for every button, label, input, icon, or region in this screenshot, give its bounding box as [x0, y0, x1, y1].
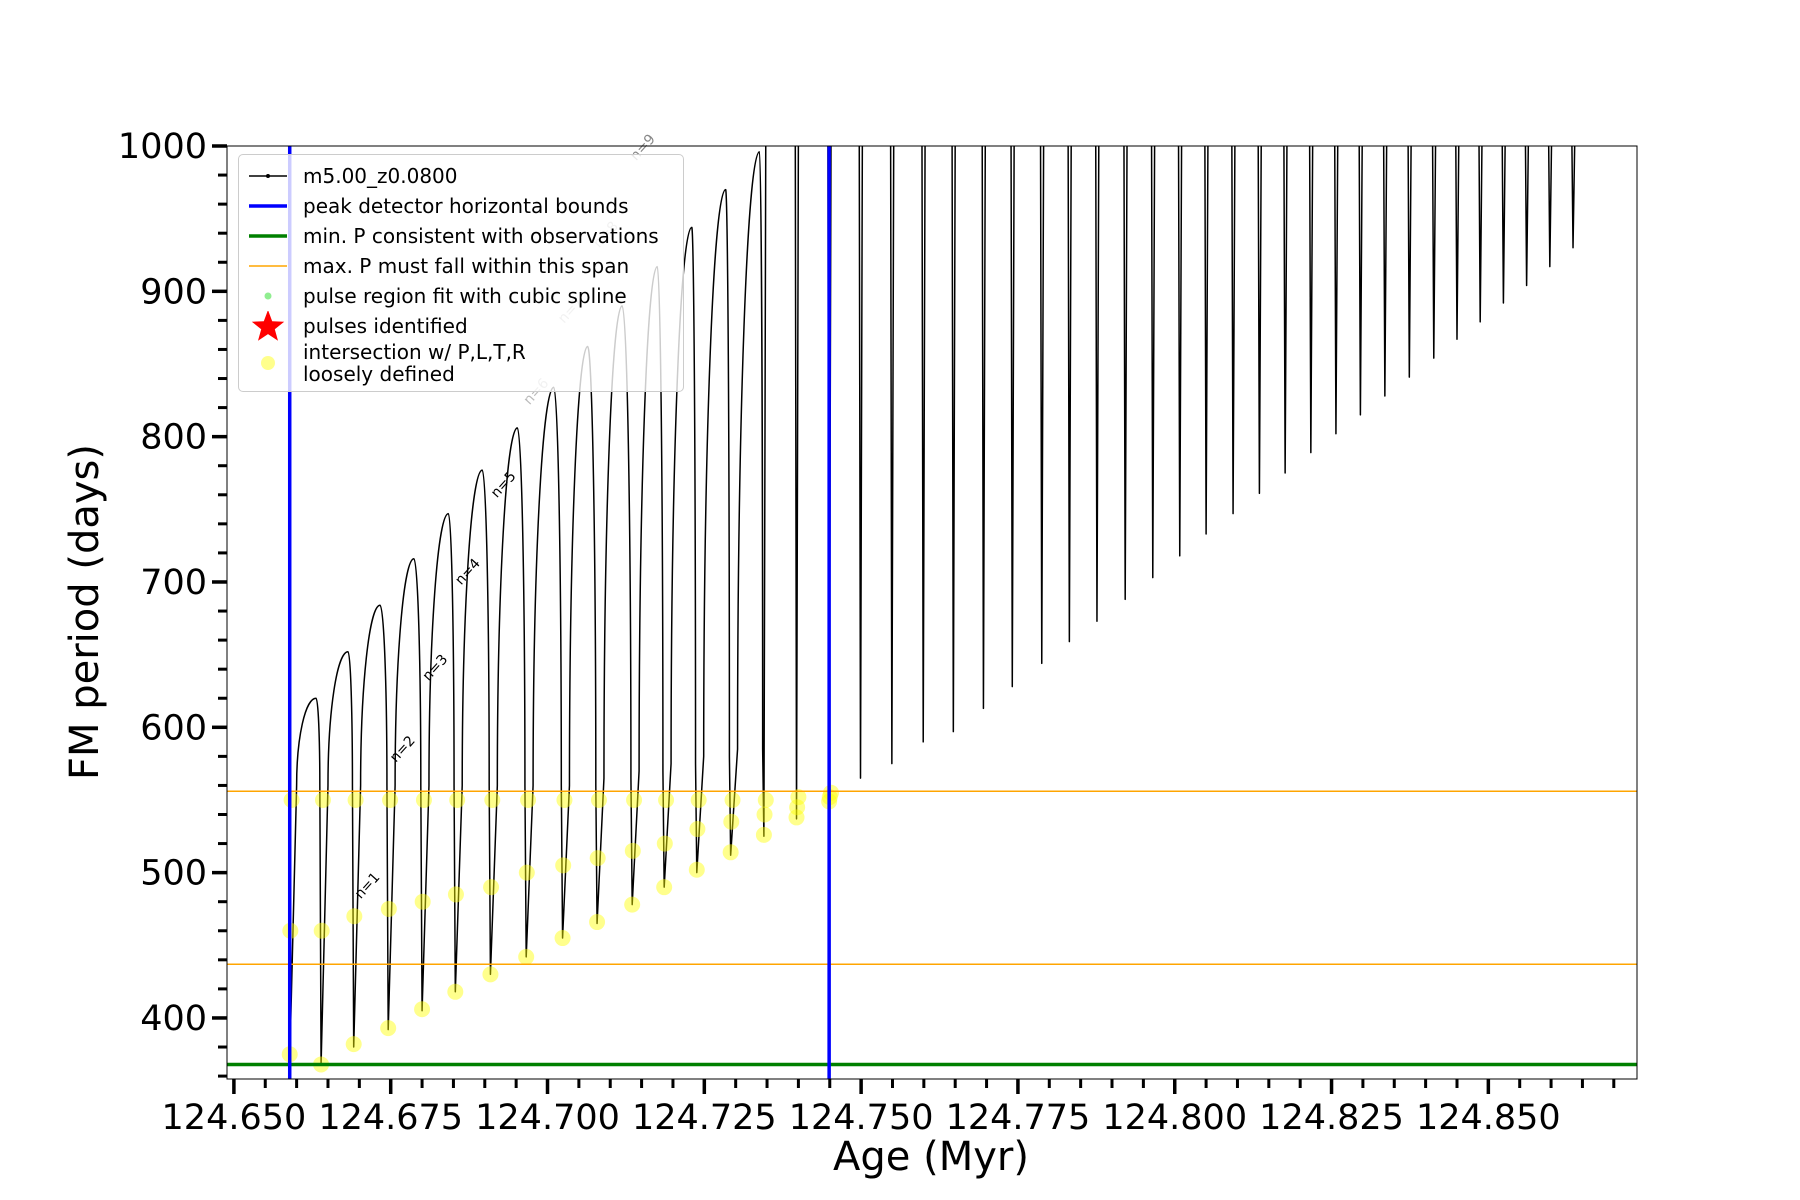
scatter-point: [415, 791, 432, 808]
legend-entry: intersection w/ P,L,T,R loosely defined: [245, 341, 679, 385]
y-tick-label: 400: [140, 999, 207, 1039]
scatter-point: [656, 835, 673, 852]
scatter-point: [723, 813, 740, 830]
legend-icon: [249, 234, 287, 238]
scatter-point: [345, 1036, 362, 1053]
legend-label: intersection w/ P,L,T,R loosely defined: [303, 340, 526, 386]
y-tick-label: 700: [140, 563, 207, 603]
scatter-point: [346, 908, 363, 925]
x-axis-label: Age (Myr): [833, 1134, 1029, 1180]
scatter-point: [313, 922, 330, 939]
scatter-point: [380, 1020, 397, 1037]
legend-label: peak detector horizontal bounds: [303, 194, 629, 218]
y-tick-label: 600: [140, 708, 207, 748]
scatter-point: [658, 791, 675, 808]
legend-entry: min. P consistent with observations: [245, 221, 679, 251]
scatter-point: [755, 826, 772, 843]
legend-entry: peak detector horizontal bounds: [245, 191, 679, 221]
x-tick-label: 124.825: [1259, 1098, 1404, 1138]
legend-label: min. P consistent with observations: [303, 224, 659, 248]
scatter-point: [656, 879, 673, 896]
legend-icon: [249, 174, 287, 178]
x-tick-label: 124.775: [946, 1098, 1091, 1138]
scatter-point: [520, 791, 537, 808]
legend-marker: [251, 311, 285, 341]
scatter-point: [484, 791, 501, 808]
scatter-point: [789, 799, 806, 816]
scatter-point: [823, 784, 840, 801]
annotation: n=3: [420, 652, 452, 685]
legend-marker: [261, 356, 275, 370]
scatter-point: [624, 896, 641, 913]
scatter-point: [414, 1001, 431, 1018]
scatter-point: [556, 791, 573, 808]
y-tick-label: 1000: [118, 127, 207, 167]
scatter-point: [626, 791, 643, 808]
scatter-point: [756, 806, 773, 823]
legend-icon: [251, 311, 285, 341]
scatter-point: [790, 789, 807, 806]
legend-entry: m5.00_z0.0800: [245, 161, 679, 191]
scatter-point: [314, 791, 331, 808]
legend-marker: [264, 292, 272, 300]
annotation: n=1: [352, 870, 384, 903]
legend-dot: [266, 174, 270, 178]
scatter-point: [518, 864, 535, 881]
scatter-point: [589, 914, 606, 931]
annotation: n=5: [488, 469, 520, 502]
scatter-point: [590, 791, 607, 808]
x-tick-label: 124.725: [632, 1098, 777, 1138]
scatter-point: [757, 791, 774, 808]
scatter-point: [414, 893, 431, 910]
scatter-point: [688, 861, 705, 878]
annotation: n=2: [387, 733, 419, 766]
scatter-point: [689, 821, 706, 838]
legend-entry: pulses identified: [245, 311, 679, 341]
legend-icon: [249, 204, 287, 208]
legend-icon: [264, 292, 272, 300]
x-tick-label: 124.750: [789, 1098, 934, 1138]
x-tick-label: 124.650: [162, 1098, 307, 1138]
scatter-point: [447, 983, 464, 1000]
scatter-point: [382, 791, 399, 808]
x-tick-label: 124.850: [1416, 1098, 1561, 1138]
y-tick-label: 800: [140, 418, 207, 458]
scatter-point: [447, 886, 464, 903]
legend-label: max. P must fall within this span: [303, 254, 630, 278]
scatter-point: [449, 791, 466, 808]
scatter-point: [380, 900, 397, 917]
legend-entry: pulse region fit with cubic spline: [245, 281, 679, 311]
scatter-point: [554, 930, 571, 947]
legend-label: pulse region fit with cubic spline: [303, 284, 627, 308]
y-axis-label: FM period (days): [62, 444, 108, 780]
scatter-point: [624, 842, 641, 859]
x-tick-label: 124.700: [475, 1098, 620, 1138]
legend-label: m5.00_z0.0800: [303, 164, 458, 188]
y-tick-label: 900: [140, 272, 207, 312]
legend-entry: max. P must fall within this span: [245, 251, 679, 281]
legend-icon: [261, 356, 275, 370]
scatter-point: [483, 879, 500, 896]
scatter-point: [722, 844, 739, 861]
legend-icon: [249, 265, 287, 267]
data-line: [288, 146, 1576, 1066]
plot-area: [227, 146, 1637, 1079]
scatter-point: [724, 791, 741, 808]
annotation: n=4: [452, 556, 484, 589]
legend-label: pulses identified: [303, 314, 468, 338]
x-tick-label: 124.675: [318, 1098, 463, 1138]
scatter-point: [482, 966, 499, 983]
scatter-point: [347, 791, 364, 808]
x-tick-label: 124.800: [1102, 1098, 1247, 1138]
scatter-point: [283, 791, 300, 808]
y-tick-label: 500: [140, 854, 207, 894]
scatter-point: [788, 809, 805, 826]
scatter-point: [518, 948, 535, 965]
scatter-point: [589, 850, 606, 867]
scatter-point: [555, 857, 572, 874]
scatter-point: [690, 791, 707, 808]
